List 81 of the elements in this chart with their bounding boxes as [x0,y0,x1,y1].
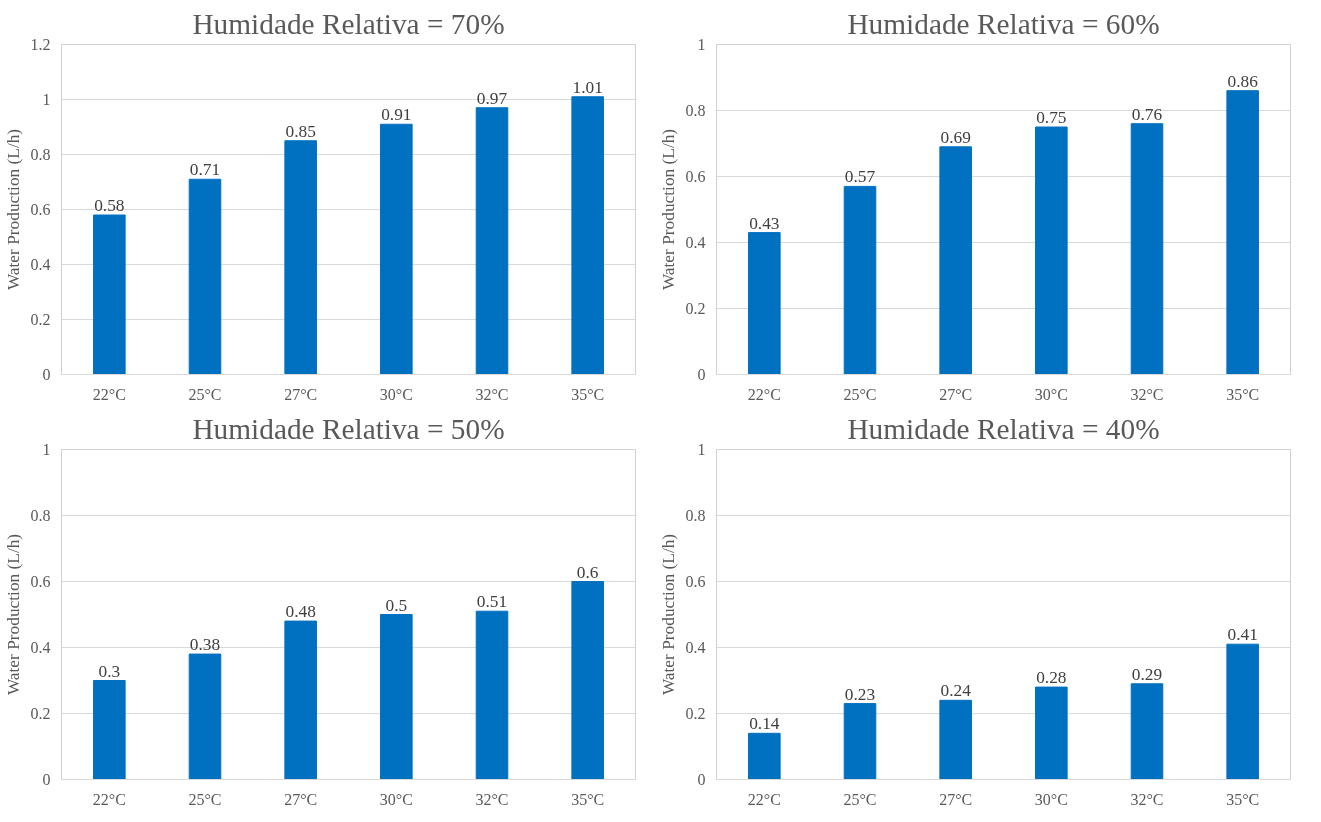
y-tick-label: 0.8 [30,507,51,524]
x-tick-label: 30°C [1034,790,1068,808]
x-tick-label: 35°C [571,790,605,808]
data-label: 0.76 [1131,104,1163,124]
x-tick-label: 32°C [1130,790,1164,808]
x-tick-label: 25°C [188,385,222,403]
y-tick-label: 0.4 [30,256,51,273]
y-tick-label: 1.2 [30,36,51,53]
data-label: 0.38 [189,635,221,655]
data-label: 0.51 [476,592,508,612]
x-tick-label: 25°C [843,385,877,403]
x-tick-label: 30°C [379,385,413,403]
chart-title: Humidade Relativa = 40% [847,412,1160,445]
chart-title: Humidade Relativa = 50% [192,412,505,445]
y-axis-title: Water Production (L/h) [3,128,23,291]
data-label: 0.58 [94,196,125,215]
y-tick-label: 0.6 [30,573,51,590]
y-tick-label: 0.2 [685,300,706,317]
y-axis-title: Water Production (L/h) [658,128,678,291]
y-tick-label: 0.4 [685,234,706,251]
x-tick-label: 25°C [843,790,877,808]
x-tick-label: 25°C [188,790,222,808]
x-tick-label: 30°C [1034,385,1068,403]
x-tick-label: 35°C [571,385,605,403]
x-tick-label: 27°C [284,385,318,403]
y-tick-label: 0 [42,771,51,788]
y-axis-title: Water Production (L/h) [3,533,23,696]
chart-title: Humidade Relativa = 60% [847,7,1160,40]
y-tick-label: 0.2 [685,705,706,722]
y-tick-label: 0.8 [685,507,706,524]
x-tick-label: 27°C [939,385,973,403]
chart-title: Humidade Relativa = 70% [192,7,505,40]
y-tick-label: 0.6 [685,573,706,590]
data-label: 0.3 [98,661,121,681]
y-tick-label: 0.2 [30,311,51,328]
data-label: 0.28 [1036,668,1067,688]
x-tick-label: 32°C [1130,385,1164,403]
x-tick-label: 22°C [92,385,126,403]
data-label: 0.69 [940,127,971,147]
y-tick-label: 0.4 [30,639,51,656]
x-tick-label: 35°C [1226,385,1260,403]
data-label: 0.6 [576,562,599,582]
data-label: 0.48 [285,602,316,622]
y-tick-label: 0.8 [685,102,706,119]
y-tick-label: 0 [697,771,706,788]
y-tick-label: 0.6 [685,168,706,185]
data-label: 0.41 [1227,625,1258,645]
data-label: 0.57 [844,167,876,187]
data-label: 0.91 [381,105,412,125]
y-tick-label: 1 [697,36,706,53]
x-tick-label: 27°C [939,790,973,808]
y-tick-label: 0.4 [685,639,706,656]
x-tick-label: 22°C [92,790,126,808]
data-label: 0.29 [1131,664,1163,684]
y-tick-label: 0.2 [30,705,51,722]
data-label: 0.23 [844,684,876,704]
y-tick-label: 0 [42,366,51,383]
x-tick-label: 32°C [475,385,509,403]
data-label: 1.01 [572,77,603,97]
data-label: 0.5 [385,595,408,615]
data-label: 0.97 [476,88,508,108]
x-tick-label: 22°C [747,790,781,808]
data-label: 0.86 [1227,71,1259,91]
data-label: 0.14 [749,714,780,734]
data-label: 0.24 [940,681,972,701]
y-tick-label: 1 [42,91,51,108]
data-label: 0.85 [285,121,316,141]
data-label: 0.43 [749,213,780,233]
y-tick-label: 1 [697,441,706,458]
y-tick-label: 0.6 [30,201,51,218]
x-tick-label: 22°C [747,385,781,403]
y-tick-label: 0 [697,366,706,383]
y-tick-label: 1 [42,441,51,458]
data-label: 0.71 [189,160,221,180]
data-label: 0.75 [1036,108,1067,127]
y-axis-title: Water Production (L/h) [658,533,678,696]
x-tick-label: 30°C [379,790,413,808]
y-tick-label: 0.8 [30,146,51,163]
x-tick-label: 27°C [284,790,318,808]
x-tick-label: 35°C [1226,790,1260,808]
x-tick-label: 32°C [475,790,509,808]
